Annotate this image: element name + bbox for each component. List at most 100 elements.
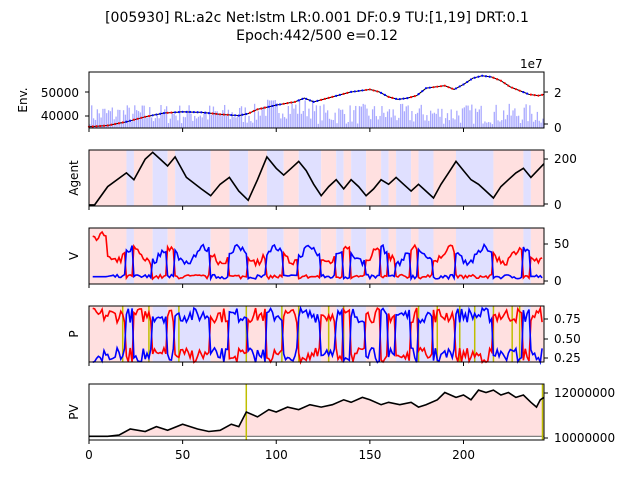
volume-bar — [147, 117, 149, 128]
volume-bar — [162, 112, 164, 128]
volume-bar — [383, 112, 385, 128]
volume-bar — [461, 108, 464, 128]
x-tick-100: 100 — [265, 448, 288, 462]
action-shade — [351, 228, 367, 284]
trade-point — [361, 89, 364, 92]
volume-bar — [504, 119, 507, 128]
trade-point — [275, 104, 278, 107]
trade-point — [177, 110, 180, 114]
trade-point — [245, 112, 248, 116]
volume-bar — [107, 110, 110, 128]
volume-bar — [388, 109, 391, 128]
env-left-tick-50000: 50000 — [41, 86, 79, 100]
action-shade — [388, 306, 397, 362]
action-shade — [381, 228, 389, 284]
volume-bar — [169, 118, 172, 128]
volume-bar — [540, 122, 542, 128]
volume-bar — [149, 107, 151, 128]
volume-bar — [493, 111, 495, 128]
volume-bar — [439, 116, 441, 128]
volume-bar — [293, 108, 295, 128]
volume-bar — [111, 107, 113, 128]
volume-bar — [420, 104, 422, 128]
trade-point — [368, 88, 371, 91]
volume-bar — [121, 123, 123, 128]
trade-point — [211, 112, 214, 115]
trade-point — [402, 97, 405, 100]
trade-point — [237, 114, 240, 117]
volume-bar — [508, 103, 510, 128]
volume-bar — [106, 113, 108, 128]
trade-point — [222, 113, 225, 116]
panel-agent: Agent 200 0 — [67, 149, 577, 212]
volume-bar — [371, 109, 374, 128]
volume-bar — [428, 120, 430, 128]
volume-bar — [484, 121, 486, 128]
action-shade — [433, 228, 456, 284]
trade-point — [248, 111, 252, 114]
action-shade — [133, 150, 153, 206]
volume-bar — [186, 110, 188, 128]
volume-bar — [480, 105, 482, 128]
volume-bar — [283, 117, 286, 128]
volume-bar — [415, 114, 417, 128]
volume-bar — [527, 121, 529, 128]
volume-bar — [100, 117, 102, 128]
env-offset-label: 1e7 — [520, 57, 543, 71]
trade-point — [428, 86, 431, 89]
volume-bar — [130, 121, 132, 128]
volume-bar — [184, 117, 186, 128]
volume-bar — [525, 104, 527, 128]
volume-bar — [454, 119, 456, 128]
x-axis: 0 50 100 150 200 — [85, 448, 475, 462]
volume-bar — [499, 121, 501, 128]
panel-v: V 50 0 — [67, 227, 569, 288]
volume-bar — [126, 105, 128, 128]
action-shade — [388, 150, 397, 206]
trade-point — [308, 99, 312, 102]
volume-bar — [370, 119, 372, 128]
volume-bar — [212, 106, 215, 128]
trade-point — [466, 80, 469, 84]
volume-bar — [122, 110, 125, 128]
pv-ylabel: PV — [67, 403, 81, 419]
trade-point — [454, 87, 458, 90]
trade-point — [541, 93, 544, 96]
volume-bar — [282, 113, 284, 128]
trade-point — [357, 89, 360, 93]
volume-bar — [444, 118, 447, 128]
volume-bar — [360, 106, 363, 128]
x-tick-0: 0 — [85, 448, 93, 462]
trade-point — [398, 98, 401, 101]
trade-point — [260, 107, 263, 110]
env-ylabel: Env. — [16, 87, 30, 112]
trade-point — [271, 104, 274, 108]
trade-point — [192, 111, 195, 114]
volume-bar — [199, 115, 201, 128]
volume-bar — [523, 107, 525, 128]
volume-bar — [431, 113, 434, 128]
volume-bar — [401, 103, 404, 128]
action-shade — [523, 306, 531, 362]
trade-point — [147, 114, 151, 118]
trade-point — [226, 113, 229, 116]
action-shade — [411, 228, 419, 284]
trade-point — [267, 105, 270, 108]
volume-bar — [145, 116, 147, 128]
volume-bar — [403, 111, 406, 128]
trade-point — [129, 119, 132, 122]
volume-bar — [441, 108, 443, 128]
action-shade — [418, 150, 434, 206]
trade-point — [477, 75, 480, 78]
action-shade — [530, 228, 544, 284]
volume-bar — [91, 105, 93, 128]
volume-bar — [109, 111, 112, 128]
volume-bar — [356, 123, 359, 128]
action-shade — [133, 228, 153, 284]
volume-bar — [463, 107, 465, 128]
trade-point — [305, 97, 308, 100]
trade-point — [207, 112, 210, 115]
trade-point — [181, 110, 184, 113]
volume-bar — [315, 105, 318, 128]
trade-point — [196, 111, 199, 114]
